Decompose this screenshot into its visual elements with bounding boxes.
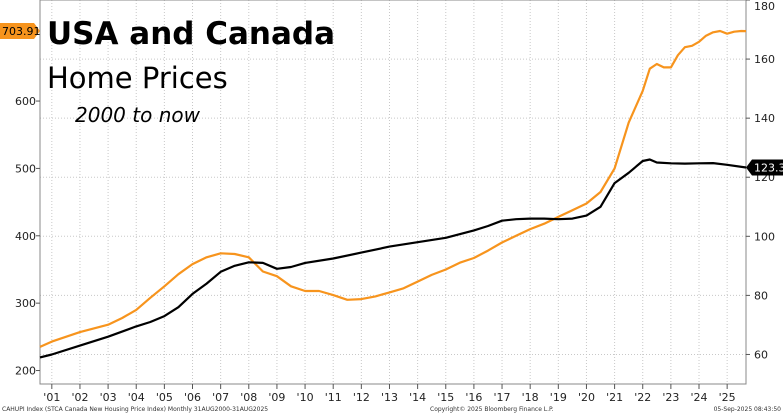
orange-last-value: 703.91	[2, 25, 41, 38]
black-badge-shape	[746, 159, 783, 176]
footer-timestamp: 05-Sep-2025 08:43:50	[714, 406, 782, 413]
x-tick-label: '15	[437, 391, 454, 404]
x-tick-label: '08	[240, 391, 257, 404]
chart-subtitle: Home Prices	[47, 61, 228, 95]
x-tick-label: '07	[212, 391, 229, 404]
x-tick-label: '18	[522, 391, 539, 404]
x-tick-label: '01	[43, 391, 60, 404]
y-left-tick-label: 200	[15, 365, 36, 378]
orange-series-line	[39, 29, 747, 348]
y-right-tick-label: 180	[754, 0, 775, 13]
orange-badge-shape	[0, 23, 40, 40]
x-tick-label: '10	[297, 391, 314, 404]
x-tick-label: '21	[606, 391, 623, 404]
footer-copyright: Copyright© 2025 Bloomberg Finance L.P.	[430, 406, 554, 413]
x-tick-label: '19	[550, 391, 567, 404]
y-right-tick-label: 140	[754, 112, 775, 125]
x-tick-label: '09	[268, 391, 285, 404]
x-tick-label: '12	[353, 391, 370, 404]
y-left-tick-label: 600	[15, 95, 36, 108]
chart-title: USA and Canada	[47, 16, 335, 52]
x-tick-label: '16	[465, 391, 482, 404]
series-lines	[39, 29, 747, 359]
orange-last-value-badge: 703.91	[0, 23, 41, 40]
x-tick-label: '20	[578, 391, 595, 404]
x-tick-label: '03	[100, 391, 117, 404]
grid-lines	[40, 0, 746, 384]
black-series-line	[39, 158, 747, 359]
x-tick-label: '22	[634, 391, 651, 404]
x-tick-label: '24	[690, 391, 707, 404]
x-tick-label: '25	[719, 391, 736, 404]
y-right-tick-label: 60	[754, 348, 768, 361]
y-right-tick-label: 160	[754, 53, 775, 66]
x-tick-label: '11	[325, 391, 342, 404]
plot-border	[39, 0, 747, 385]
y-left-tick-label: 400	[15, 230, 36, 243]
x-tick-label: '13	[381, 391, 398, 404]
x-tick-label: '17	[494, 391, 511, 404]
y-left-tick-label: 500	[15, 162, 36, 175]
x-tick-label: '05	[156, 391, 173, 404]
x-tick-label: '14	[409, 391, 426, 404]
black-last-value-badge: 123.3	[746, 159, 783, 176]
x-tick-label: '04	[128, 391, 145, 404]
y-left-tick-label: 300	[15, 297, 36, 310]
date-range-label: 2000 to now	[75, 103, 201, 127]
y-right-tick-label: 80	[754, 289, 768, 302]
x-tick-label: '02	[71, 391, 88, 404]
axis-labels: '01 '02 '03 '04 '05 '06 '07 '08 '09 '10 '11 '12 '13 '…	[15, 0, 775, 404]
y-right-tick-label: 100	[754, 230, 775, 243]
x-tick-label: '06	[184, 391, 201, 404]
black-last-value: 123.3	[754, 161, 783, 174]
footer-source: CAHUPI Index (STCA Canada New Housing Pr…	[2, 406, 268, 413]
x-tick-label: '23	[662, 391, 679, 404]
